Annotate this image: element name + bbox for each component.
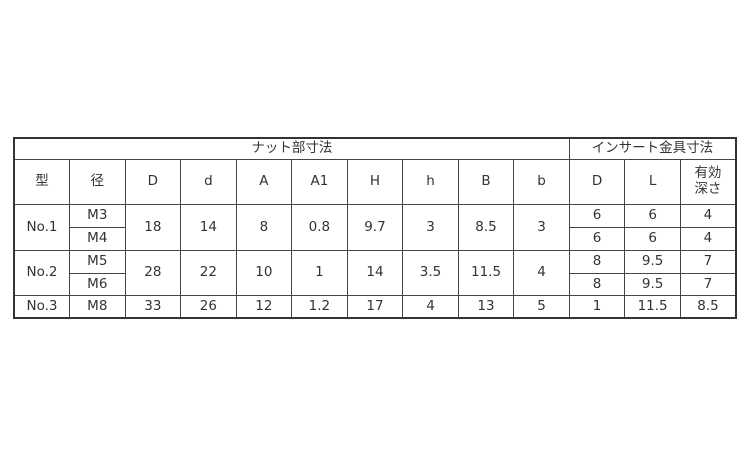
cell-b: 4 [513, 250, 570, 296]
col-header-h: h [402, 159, 459, 205]
cell-h: 3 [402, 204, 459, 251]
col-header-A: A [235, 159, 293, 205]
cell-size: M3 [69, 204, 126, 228]
cell-d: 14 [180, 204, 237, 251]
cell-insert-L: 6 [624, 204, 681, 228]
group-header-row: ナット部寸法 インサート金具寸法 [13, 137, 737, 160]
col-header-insert-D: D [568, 159, 626, 205]
table-row: M6 8 9.5 7 [14, 273, 737, 296]
col-header-effective-depth: 有効 深さ [679, 159, 737, 205]
cell-size: M6 [69, 273, 126, 296]
col-header-depth-line2: 深さ [694, 181, 722, 197]
cell-A: 8 [235, 204, 293, 251]
cell-H: 14 [346, 250, 404, 296]
col-header-size: 径 [69, 159, 126, 205]
cell-insert-D: 6 [568, 227, 626, 251]
cell-insert-depth: 7 [679, 273, 737, 296]
table-row: M4 6 6 4 [14, 227, 737, 251]
cell-B: 13 [457, 295, 515, 319]
cell-insert-D: 8 [568, 273, 626, 296]
cell-size: M5 [69, 250, 126, 274]
col-header-b: b [513, 159, 570, 205]
col-header-B: B [457, 159, 515, 205]
cell-size: M8 [69, 295, 126, 319]
group-header-insert: インサート金具寸法 [568, 137, 737, 160]
cell-A: 12 [235, 295, 293, 319]
cell-b: 3 [513, 204, 570, 251]
cell-insert-L: 6 [624, 227, 681, 251]
cell-b: 5 [513, 295, 570, 319]
cell-B: 8.5 [457, 204, 515, 251]
cell-D: 18 [124, 204, 182, 251]
cell-A1: 0.8 [291, 204, 348, 251]
cell-insert-L: 9.5 [624, 250, 681, 274]
table-row: No.2 M5 28 22 10 1 14 3.5 11.5 4 8 9.5 7 [13, 250, 737, 296]
cell-insert-D: 6 [568, 204, 626, 228]
column-header-row: 型 径 D d A A1 H h B b D L 有効 深さ [13, 159, 737, 205]
cell-h: 3.5 [402, 250, 459, 296]
col-header-insert-L: L [624, 159, 681, 205]
cell-H: 9.7 [346, 204, 404, 251]
cell-type: No.2 [13, 250, 71, 296]
cell-size: M4 [69, 227, 126, 251]
cell-d: 22 [180, 250, 237, 296]
cell-insert-depth: 8.5 [679, 295, 737, 319]
dimension-table: ナット部寸法 インサート金具寸法 型 径 D d A A1 H h B b D … [13, 137, 737, 319]
col-header-depth-line1: 有効 [694, 165, 722, 182]
col-header-D: D [124, 159, 182, 205]
col-header-A1: A1 [291, 159, 348, 205]
col-header-d: d [180, 159, 237, 205]
cell-insert-D: 8 [568, 250, 626, 274]
cell-type: No.1 [13, 204, 71, 251]
cell-H: 17 [346, 295, 404, 319]
group-header-nut: ナット部寸法 [13, 137, 570, 160]
cell-h: 4 [402, 295, 459, 319]
cell-insert-L: 11.5 [624, 295, 681, 319]
cell-B: 11.5 [457, 250, 515, 296]
table-row: No.1 M3 18 14 8 0.8 9.7 3 8.5 3 6 6 4 [13, 204, 737, 251]
col-header-H: H [346, 159, 404, 205]
cell-A1: 1.2 [291, 295, 348, 319]
cell-insert-depth: 7 [679, 250, 737, 274]
col-header-type: 型 [13, 159, 71, 205]
cell-insert-L: 9.5 [624, 273, 681, 296]
cell-D: 33 [124, 295, 182, 319]
table-row: No.3 M8 33 26 12 1.2 17 4 13 5 1 11.5 8.… [13, 295, 737, 319]
cell-A1: 1 [291, 250, 348, 296]
cell-insert-depth: 4 [679, 227, 737, 251]
cell-insert-depth: 4 [679, 204, 737, 228]
cell-D: 28 [124, 250, 182, 296]
cell-type: No.3 [13, 295, 71, 319]
cell-insert-D: 1 [568, 295, 626, 319]
cell-d: 26 [180, 295, 237, 319]
cell-A: 10 [235, 250, 293, 296]
